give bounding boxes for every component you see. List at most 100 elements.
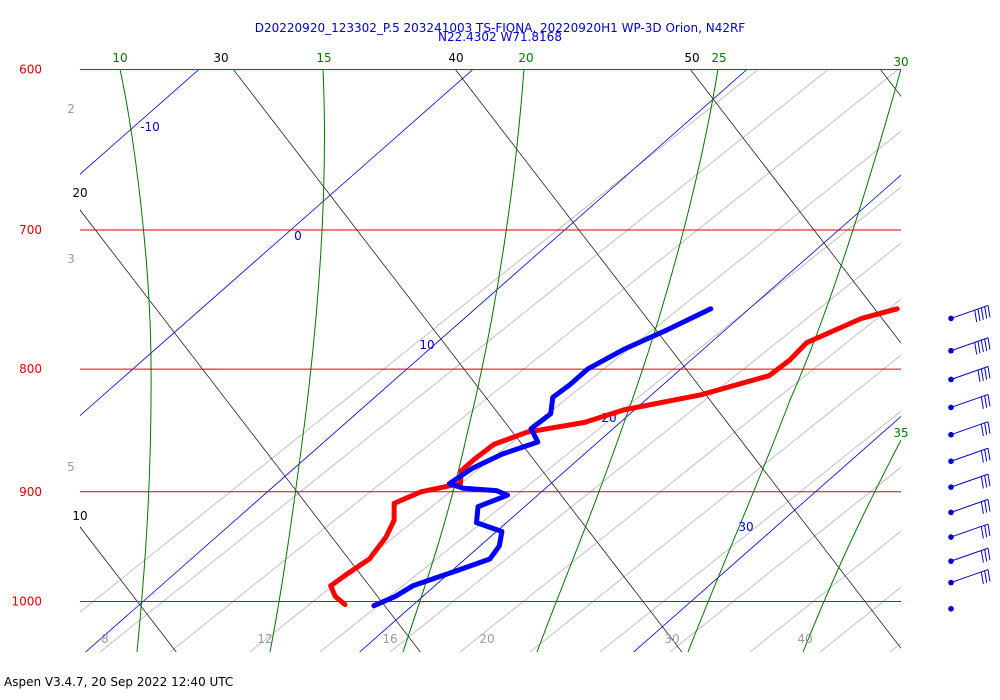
- wind-barb-feather: [977, 308, 981, 322]
- chart-subtitle: N22.4302 W71.8168: [438, 30, 562, 44]
- moist-adiabat-label: 30: [893, 55, 908, 69]
- wind-barb-feather: [980, 339, 984, 353]
- dry-adiabat-line: [689, 69, 901, 344]
- mixing-ratio-line: [889, 642, 901, 652]
- wind-barb-feather: [987, 337, 991, 350]
- sounding-profiles: [328, 306, 900, 609]
- wind-barb-staff: [950, 498, 989, 513]
- wind-barb-feather: [987, 569, 991, 582]
- dry-adiabat-line: [454, 69, 901, 649]
- wind-barb-feather: [987, 499, 991, 512]
- wind-barb-staff: [950, 473, 989, 488]
- wind-barb-feather: [987, 448, 991, 461]
- wind-barb-feather: [980, 307, 984, 320]
- isotherm-label: 10: [419, 338, 434, 352]
- moist-adiabat-label: 15: [316, 51, 331, 65]
- dry-adiabat-line: [80, 526, 177, 652]
- mixing-ratio-line: [80, 69, 760, 613]
- wind-barb-feather: [974, 310, 978, 323]
- temperature-profile: [328, 306, 900, 608]
- mixing-ratio-line: [819, 586, 901, 652]
- chart-title: D20220920_123302_P.5 203241003 TS-FIONA,…: [254, 21, 746, 35]
- wind-barb-staff: [950, 393, 989, 408]
- wind-barb-feather: [984, 449, 988, 462]
- wind-barb-feather: [980, 571, 984, 585]
- wind-barb-feather: [980, 396, 984, 409]
- dewpoint-profile: [371, 306, 714, 609]
- wind-barb-staff: [950, 523, 989, 538]
- isotherm-label: 0: [294, 229, 302, 243]
- isotherm-line: [359, 174, 901, 652]
- wind-barb-feather: [984, 549, 988, 562]
- mixing-ratio-label: 40: [797, 632, 812, 646]
- pressure-tick-label: 600: [19, 63, 42, 77]
- moist-adiabat-label: 10: [112, 51, 127, 65]
- wind-barb-station-dot: [948, 458, 954, 465]
- isotherm-line: [876, 40, 1000, 680]
- wind-barb-feather: [980, 476, 984, 489]
- wind-barb: [948, 447, 991, 465]
- dry-adiabat-line: [232, 69, 683, 652]
- mixing-ratio-label: 2: [67, 102, 75, 116]
- isotherm-line: [80, 69, 200, 175]
- wind-barb: [948, 547, 991, 564]
- mixing-ratio-line: [749, 530, 901, 652]
- mixing-ratio-label: 12: [257, 632, 272, 646]
- mixing-ratio-line: [99, 69, 830, 652]
- pressure-tick-label: 900: [19, 485, 42, 499]
- mixing-ratio-label: 3: [67, 252, 75, 266]
- mixing-ratio-label: 5: [67, 460, 75, 474]
- isobars: [80, 69, 901, 602]
- isotherm-label: 30: [738, 520, 753, 534]
- mixing-ratio-label: 30: [664, 632, 679, 646]
- isotherm-line: [80, 69, 474, 417]
- wind-barb-feather: [977, 369, 981, 383]
- wind-barb-feather: [984, 525, 988, 538]
- wind-barb-feather: [980, 450, 984, 463]
- wind-barb-station-dot: [948, 605, 954, 612]
- wind-barb-staff: [950, 447, 989, 462]
- mixing-ratio-line: [599, 410, 901, 652]
- wind-barb-staff: [950, 569, 989, 584]
- moist-adiabat-line: [536, 69, 719, 652]
- isotherm-line: [85, 69, 748, 652]
- wind-barb-feather: [974, 342, 978, 355]
- wind-barb-staff: [950, 365, 989, 380]
- wind-barbs: [948, 304, 991, 612]
- pressure-tick-label: 700: [19, 223, 42, 237]
- wind-barb: [948, 393, 991, 411]
- moist-adiabat-line: [687, 69, 901, 652]
- wind-barb-feather: [984, 570, 988, 583]
- moist-adiabat-label: 25: [711, 51, 726, 65]
- mixing-ratio-label: 8: [101, 632, 109, 646]
- moist-adiabat-line: [269, 69, 325, 652]
- dry-adiabat-line: [80, 209, 421, 652]
- moist-adiabat-line: [402, 69, 525, 652]
- mixing-ratio-line: [249, 130, 901, 652]
- wind-barb-feather: [987, 366, 991, 379]
- wind-barb-feather: [987, 421, 991, 434]
- moist-adiabat-label: 35: [893, 426, 908, 440]
- wind-barb-feather: [980, 526, 984, 539]
- wind-barb-feather: [984, 422, 988, 435]
- wind-barb-feather: [987, 523, 991, 537]
- wind-barb-staff: [950, 304, 989, 319]
- mixing-ratio-line: [529, 354, 901, 652]
- wind-barb-feather: [977, 341, 981, 354]
- mixing-ratio-line: [459, 298, 901, 652]
- wind-barb-staff: [950, 337, 989, 352]
- wind-barb-feather: [987, 305, 991, 318]
- wind-barb: [948, 498, 991, 516]
- wind-barb-feather: [987, 548, 991, 561]
- pressure-tick-label: 800: [19, 362, 42, 376]
- wind-barb: [948, 365, 991, 383]
- wind-barb-staff: [950, 421, 989, 436]
- wind-barb-station-dot: [948, 315, 954, 322]
- dry-adiabat-label: 40: [448, 51, 463, 65]
- wind-barb-feather: [980, 368, 984, 381]
- mixing-ratio-line: [389, 242, 901, 652]
- mixing-ratio-line: [669, 466, 901, 652]
- wind-barb-feather: [980, 550, 984, 563]
- footer-text: Aspen V3.4.7, 20 Sep 2022 12:40 UTC: [4, 675, 234, 689]
